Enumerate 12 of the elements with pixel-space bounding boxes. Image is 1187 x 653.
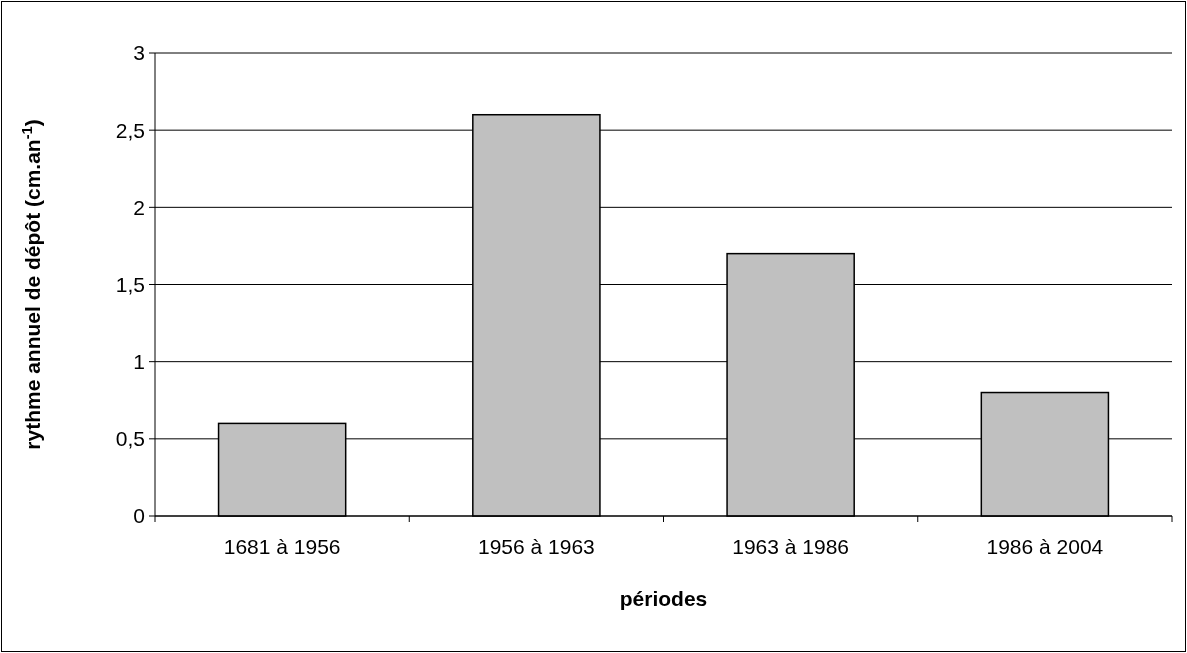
x-tick-label: 1681 à 1956	[223, 535, 341, 558]
y-tick-label: 2,5	[115, 118, 145, 142]
x-tick-label: 1956 à 1963	[477, 535, 595, 558]
y-tick-label: 1	[133, 350, 145, 374]
x-axis-title: périodes	[619, 587, 708, 610]
x-tick-label: 1986 à 2004	[986, 535, 1104, 558]
y-tick-label: 0,5	[115, 427, 145, 451]
y-tick-label: 2	[133, 195, 145, 219]
x-tick-label: 1963 à 1986	[732, 535, 850, 558]
y-tick-label: 3	[133, 41, 145, 65]
y-tick-label: 1,5	[115, 272, 145, 296]
y-tick-label: 0	[133, 504, 145, 528]
